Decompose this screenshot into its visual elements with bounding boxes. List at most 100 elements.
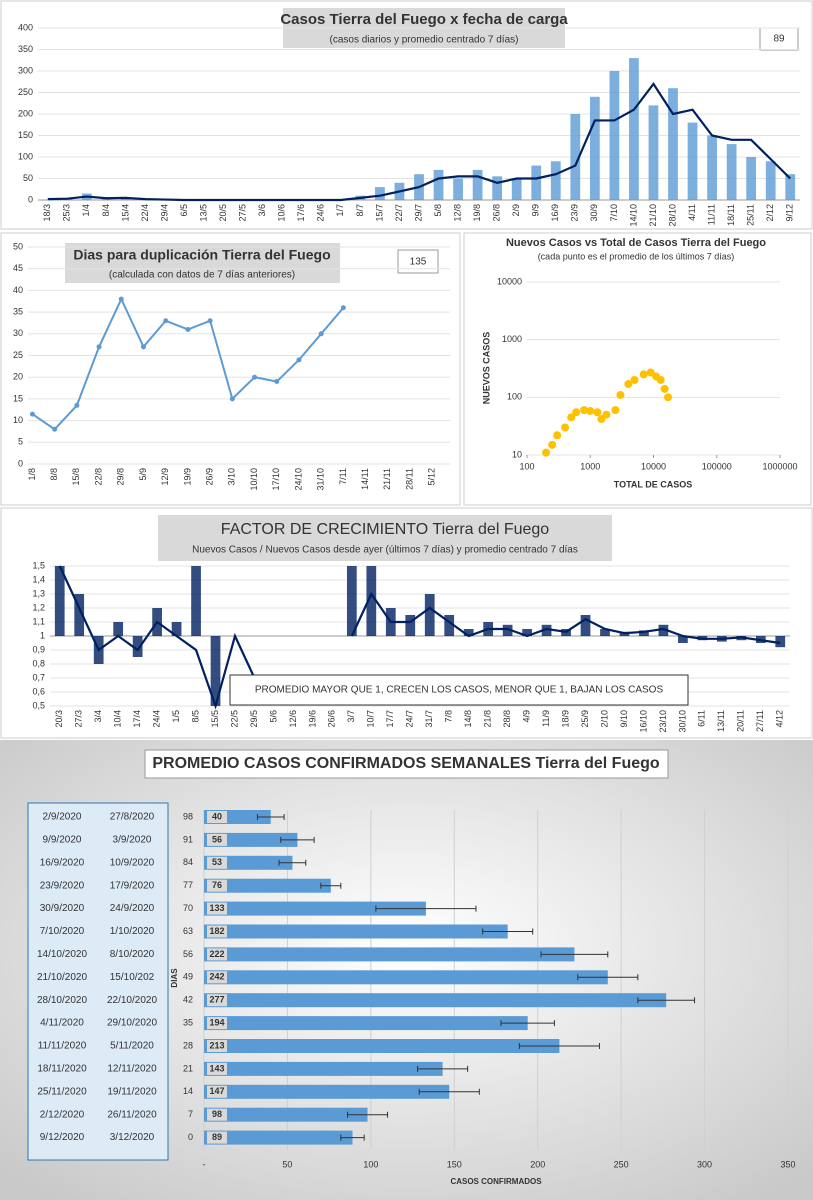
error-bar — [340, 1134, 365, 1141]
value-label: 40 — [212, 811, 222, 821]
x-tick-label: 7/8 — [444, 710, 454, 723]
value-label: 76 — [212, 880, 222, 890]
x-tick-label: 4/11 — [687, 204, 697, 221]
x-tick-label: 28/8 — [502, 710, 512, 728]
title-box — [158, 515, 612, 561]
y-tick-label: 1,1 — [32, 616, 45, 626]
x-tick-label: 2/9 — [511, 204, 521, 217]
table-cell: 16/9/2020 — [40, 857, 85, 868]
marker — [185, 326, 191, 332]
error-bar — [256, 814, 285, 820]
x-tick-label: 9/9 — [531, 204, 541, 217]
marker — [140, 344, 146, 350]
error-bar — [278, 859, 307, 866]
table-cell: 30/9/2020 — [40, 903, 85, 914]
value-label-box — [207, 1040, 227, 1052]
bar — [204, 1039, 560, 1053]
chart-title: Nuevos Casos vs Total de Casos Tierra de… — [506, 237, 766, 249]
x-tick-label: 1/5 — [171, 710, 181, 723]
error-bar — [418, 1088, 480, 1095]
y-tick-label: 1,2 — [32, 602, 45, 612]
point — [630, 375, 639, 384]
marker — [118, 296, 124, 302]
x-tick-label: 3/4 — [93, 710, 103, 723]
x-tick-label: 7/10 — [609, 204, 619, 222]
marker — [52, 426, 58, 432]
table-cell: 1/10/2020 — [110, 926, 155, 937]
x-axis-label: CASOS CONFIRMADOS — [450, 1177, 542, 1186]
x-tick-label: 13/5 — [198, 204, 208, 222]
x-tick-label: 31/7 — [424, 710, 434, 728]
x-tick-label: 26/6 — [327, 710, 337, 728]
marker — [252, 374, 258, 380]
x-tick-label: 18/3 — [42, 204, 52, 222]
y-tick-label: 0 — [18, 458, 23, 468]
y-tick-label: 35 — [13, 306, 23, 316]
bar — [204, 993, 667, 1008]
y-tick-label: 5 — [18, 437, 23, 447]
category-label: 7 — [188, 1109, 193, 1119]
x-tick-label: 1/8 — [27, 468, 37, 481]
bar — [204, 901, 426, 916]
category-label: 42 — [183, 995, 193, 1005]
error-bar — [375, 905, 477, 912]
marker — [29, 411, 35, 417]
bar — [210, 636, 221, 706]
table-cell: 3/12/2020 — [110, 1132, 155, 1143]
x-tick-label: 17/4 — [132, 710, 142, 728]
x-tick-label: 20/11 — [736, 710, 746, 732]
table-cell: 15/10/202 — [110, 972, 155, 983]
y-tick-label: 350 — [18, 44, 33, 54]
y-tick-label: 25 — [13, 350, 23, 360]
value-label: 277 — [209, 995, 224, 1005]
table-cell: 22/10/2020 — [107, 995, 157, 1006]
y-tick-label: 10 — [512, 449, 522, 459]
error-bar — [320, 882, 342, 889]
y-tick-label: 1,4 — [32, 574, 45, 584]
y-tick-label: 1000 — [502, 334, 522, 344]
bar — [658, 624, 669, 636]
x-tick-label: 22/7 — [394, 204, 404, 222]
y-axis-label: NUEVOS CASOS — [481, 332, 491, 405]
x-axis-label: TOTAL DE CASOS — [614, 479, 693, 489]
value-label: 133 — [209, 903, 224, 913]
x-tick-label: 12/6 — [288, 710, 298, 728]
bar — [346, 566, 357, 636]
chart-title: PROMEDIO CASOS CONFIRMADOS SEMANALES Tie… — [152, 755, 660, 772]
bar — [204, 1016, 528, 1031]
bar — [678, 636, 688, 643]
badge: 135 — [410, 257, 427, 268]
y-tick-label: 1,5 — [32, 560, 45, 570]
y-tick-label: 1,3 — [32, 588, 45, 598]
value-label-box — [207, 902, 227, 915]
bar — [609, 71, 620, 200]
bar — [580, 615, 591, 636]
bar — [511, 178, 522, 200]
x-tick-label: 250 — [614, 1159, 629, 1169]
value-label-box — [207, 833, 227, 846]
y-tick-label: 50 — [13, 241, 23, 251]
table-cell: 14/10/2020 — [37, 949, 87, 960]
value-label-box — [207, 1131, 227, 1144]
annotation: PROMEDIO MAYOR QUE 1, CRECEN LOS CASOS, … — [255, 685, 664, 696]
badge: 89 — [773, 34, 785, 45]
annotation-box — [229, 674, 689, 706]
bar — [726, 144, 737, 200]
chart-title: Casos Tierra del Fuego x fecha de carga — [280, 11, 568, 28]
x-tick-label: 6/11 — [697, 710, 707, 727]
bar — [765, 161, 776, 200]
bar — [463, 629, 474, 636]
value-label: 147 — [209, 1086, 224, 1096]
table-cell: 25/11/2020 — [37, 1086, 87, 1097]
point — [542, 448, 551, 457]
category-label: 28 — [183, 1040, 193, 1050]
bar — [785, 174, 796, 200]
x-tick-label: 10/4 — [113, 710, 123, 728]
bar — [453, 178, 463, 200]
bar — [746, 157, 757, 200]
x-tick-label: 3/10 — [227, 468, 237, 486]
x-tick-label: 4/9 — [521, 710, 531, 723]
x-tick-label: 12/8 — [452, 204, 462, 222]
table-cell: 17/9/2020 — [110, 880, 155, 891]
